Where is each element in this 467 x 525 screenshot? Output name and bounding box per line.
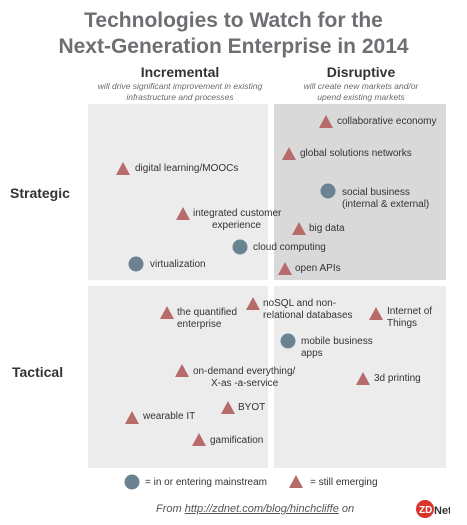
item-marker-triangle	[292, 222, 306, 235]
tactical-row-label: Tactical	[12, 364, 64, 380]
source-link[interactable]: http://zdnet.com/blog/hinchcliffe	[184, 503, 339, 515]
incremental-subtitle-line2: infrastructure and processes	[126, 92, 234, 102]
disruptive-header: Disruptive	[326, 64, 396, 80]
item-marker-triangle	[356, 372, 370, 385]
footer-attribution: From http://zdnet.com/blog/hinchcliffe o…	[156, 503, 354, 515]
quadrant-tactical-incremental	[88, 286, 268, 468]
item-label-on-demand: on-demand everything/	[193, 366, 296, 377]
quadrant-tactical-disruptive	[274, 286, 446, 468]
item-marker-circle	[232, 239, 248, 255]
item-marker-circle	[320, 183, 336, 199]
disruptive-subtitle-line2: upend existing markets	[317, 92, 405, 102]
legend-triangle-label: = still emerging	[310, 477, 378, 488]
item-marker-triangle	[175, 364, 189, 377]
chart-title-line1: Technologies to Watch for the	[84, 9, 383, 32]
item-marker-triangle	[369, 307, 383, 320]
item-label-social-business: social business	[342, 187, 410, 198]
item-label-quantified-enterprise: the quantified	[177, 307, 238, 318]
item-label-open-apis: open APIs	[295, 263, 341, 274]
item-label-collaborative-economy: collaborative economy	[337, 116, 437, 127]
item-marker-circle	[280, 333, 296, 349]
item-marker-triangle	[319, 115, 333, 128]
legend-circle-label: = in or entering mainstream	[145, 477, 268, 488]
item-label-integrated-customer: integrated customer	[193, 208, 282, 219]
item-marker-triangle	[176, 207, 190, 220]
footer-suffix: on	[341, 503, 355, 515]
item-marker-triangle	[221, 401, 235, 414]
svg-text:Net: Net	[434, 505, 450, 517]
item-label-big-data: big data	[309, 223, 345, 234]
item-label-virtualization: virtualization	[150, 259, 206, 270]
zdnet-logo: ZD Net	[416, 498, 452, 520]
item-label-internet-of-things-line2: Things	[387, 318, 418, 329]
item-label-nosql-line2: relational databases	[263, 310, 353, 321]
chart-title-line2: Next-Generation Enterprise in 2014	[58, 35, 409, 58]
incremental-header: Incremental	[140, 64, 220, 80]
quadrant-strategic-disruptive	[274, 104, 446, 280]
item-label-wearable-it: wearable IT	[143, 411, 196, 422]
item-label-on-demand-line2: X-as -a-service	[211, 378, 279, 389]
legend-triangle-icon	[289, 475, 303, 488]
item-marker-triangle	[192, 433, 206, 446]
item-label-integrated-customer-line2: experience	[212, 220, 261, 231]
item-label-3d-printing: 3d printing	[374, 373, 421, 384]
item-label-gamification: gamification	[210, 435, 264, 446]
strategic-row-label: Strategic	[10, 185, 70, 201]
item-label-digital-learning: digital learning/MOOCs	[135, 163, 239, 174]
item-marker-triangle	[278, 262, 292, 275]
item-label-nosql: noSQL and non-	[263, 298, 337, 309]
item-label-internet-of-things: Internet of	[387, 306, 433, 317]
item-label-mobile-business-line2: apps	[301, 348, 323, 359]
item-marker-triangle	[246, 297, 260, 310]
item-marker-triangle	[116, 162, 130, 175]
item-label-mobile-business: mobile business	[301, 336, 373, 347]
item-label-quantified-enterprise-line2: enterprise	[177, 319, 222, 330]
item-marker-triangle	[125, 411, 139, 424]
svg-text:ZD: ZD	[419, 505, 432, 516]
item-label-global-solutions-networks: global solutions networks	[300, 148, 412, 159]
item-label-cloud-computing: cloud computing	[253, 242, 326, 253]
item-marker-circle	[128, 256, 144, 272]
item-label-byot: BYOT	[238, 402, 266, 413]
item-marker-triangle	[282, 147, 296, 160]
disruptive-subtitle-line1: will create new markets and/or	[303, 81, 419, 91]
footer-prefix: From	[156, 503, 182, 515]
item-marker-triangle	[160, 306, 174, 319]
legend-circle-icon	[124, 474, 140, 490]
incremental-subtitle-line1: will drive significant improvement in ex…	[97, 81, 263, 91]
item-label-social-business-line2: (internal & external)	[342, 199, 430, 210]
